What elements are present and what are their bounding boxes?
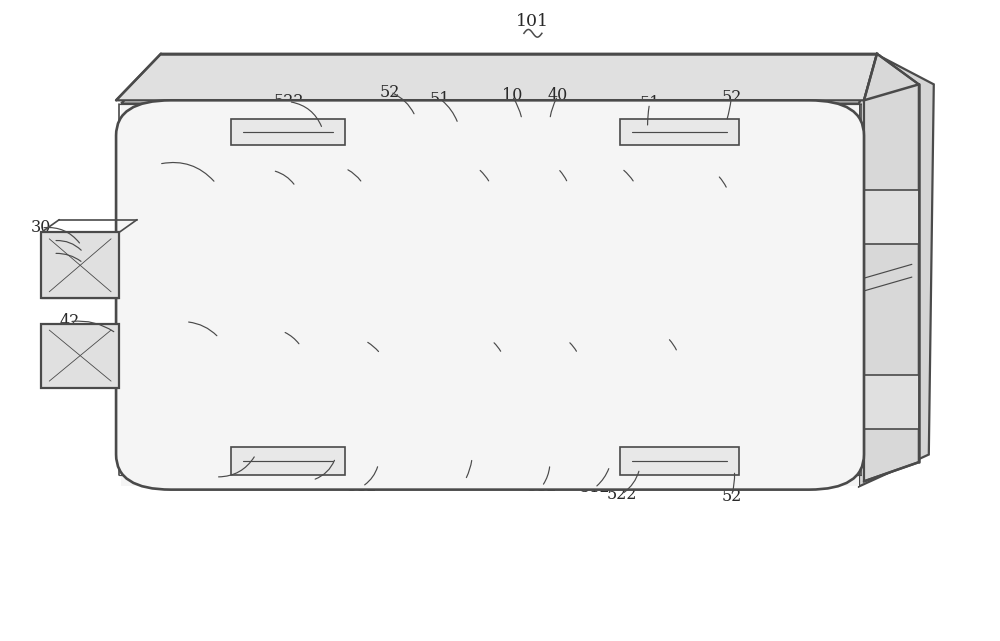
Text: 30: 30	[31, 219, 51, 237]
Bar	[231, 447, 345, 475]
Text: 42: 42	[455, 472, 475, 488]
Text: 32: 32	[43, 245, 63, 262]
Bar	[861, 375, 919, 429]
Bar	[231, 119, 345, 145]
FancyBboxPatch shape	[116, 100, 864, 490]
Text: 512: 512	[579, 479, 610, 496]
Text: 52: 52	[721, 88, 742, 106]
Text: 12: 12	[355, 333, 376, 349]
Text: 40: 40	[548, 87, 568, 104]
Text: 101: 101	[516, 13, 549, 30]
Text: 12: 12	[176, 313, 196, 330]
Text: 12: 12	[558, 333, 578, 349]
Text: 12: 12	[548, 160, 568, 177]
Text: 12: 12	[272, 323, 293, 340]
Text: 52: 52	[380, 83, 400, 101]
Text: 42: 42	[59, 313, 79, 330]
Text: 12: 12	[657, 329, 678, 346]
Text: 12: 12	[262, 162, 283, 179]
Text: 12: 12	[611, 160, 632, 177]
Text: 52: 52	[721, 488, 742, 504]
Text: 522: 522	[606, 486, 637, 503]
Bar	[861, 190, 919, 244]
Text: 12: 12	[482, 333, 502, 349]
Polygon shape	[116, 54, 877, 100]
Text: 12: 12	[335, 160, 356, 177]
Polygon shape	[121, 103, 859, 487]
Polygon shape	[864, 54, 919, 481]
Text: 12: 12	[149, 156, 169, 172]
Text: 31: 31	[43, 232, 63, 249]
Bar	[41, 233, 119, 298]
Text: 522: 522	[273, 93, 304, 110]
Text: 512: 512	[347, 478, 378, 495]
Text: 51: 51	[430, 90, 450, 108]
Bar	[119, 279, 861, 292]
Bar	[620, 119, 739, 145]
Text: 52: 52	[302, 472, 323, 488]
Polygon shape	[859, 56, 934, 487]
Text: 51: 51	[639, 95, 660, 112]
Bar	[41, 324, 119, 388]
Text: 522: 522	[201, 469, 231, 485]
Text: 12: 12	[707, 167, 728, 183]
Polygon shape	[121, 56, 879, 103]
Bar	[620, 447, 739, 475]
Text: 12: 12	[468, 160, 488, 177]
Text: 10: 10	[502, 87, 522, 104]
Text: 512: 512	[527, 478, 557, 495]
